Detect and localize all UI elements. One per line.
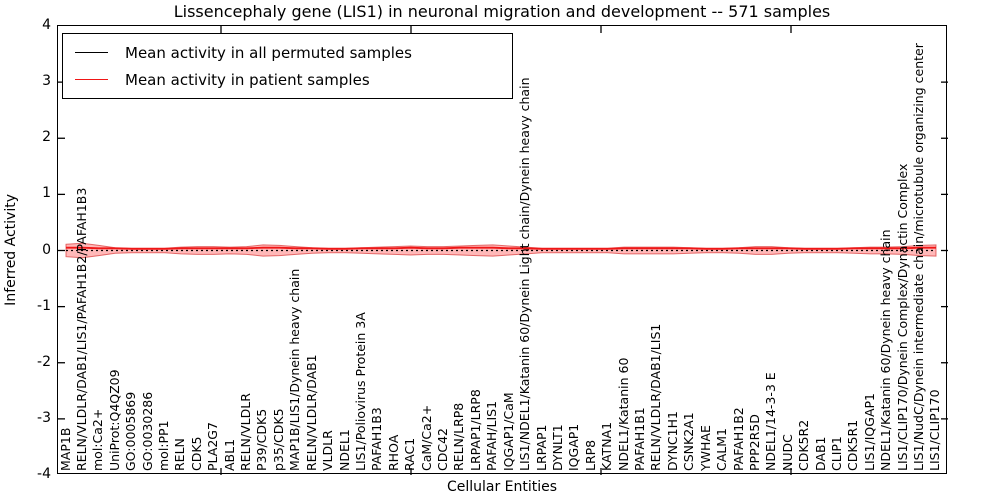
x-category-label: VLDLR	[320, 430, 336, 471]
x-category-label: MAP1B/LIS1/Dynein heavy chain	[287, 268, 303, 471]
x-category-label: UniProt:Q4QZ09	[106, 369, 122, 471]
x-category-label: P39/CDK5	[254, 408, 270, 471]
x-category-label: NDEL1/14-3-3 E	[763, 372, 779, 471]
x-category-label: CDK5	[188, 436, 204, 471]
y-tick-label: 1	[42, 185, 51, 202]
x-category-label: RELN/VLDLR/DAB1/LIS1/PAFAH1B2/PAFAH1B3	[73, 187, 89, 471]
x-category-label: RELN	[172, 438, 188, 471]
x-category-label: LIS1/CLIP170	[927, 389, 943, 471]
x-category-label: CALM1	[714, 428, 730, 471]
legend-label-permuted: Mean activity in all permuted samples	[125, 43, 412, 62]
x-category-label: CSNK2A1	[681, 412, 697, 471]
x-category-label: NDEL1/Katanin 60/Dynein heavy chain	[878, 229, 894, 471]
y-tick-label: 3	[42, 73, 51, 90]
x-category-label: DYNLT1	[549, 424, 565, 471]
x-category-label: IQGAP1	[566, 423, 582, 471]
legend-label-patient: Mean activity in patient samples	[125, 70, 370, 89]
x-category-label: RELN/VLDLR/DAB1	[303, 354, 319, 471]
x-category-label: RELN/VLDLR	[238, 393, 254, 471]
y-tick-label: -3	[37, 409, 51, 426]
x-category-label: LIS1/NudC/Dynein intermediate chain/micr…	[911, 43, 927, 471]
x-category-label: RELN/LRP8	[451, 402, 467, 471]
x-category-label: p35/CDK5	[270, 408, 286, 471]
x-category-label: KATNA1	[599, 421, 615, 471]
permuted-line-swatch	[75, 52, 108, 53]
x-category-label: LIS1/Poliovirus Protein 3A	[352, 312, 368, 471]
x-category-label: MAP1B	[57, 427, 73, 471]
y-tick-label: 2	[42, 129, 51, 146]
patient-line-swatch	[75, 79, 108, 80]
y-tick-label: 4	[42, 17, 51, 33]
x-category-label: PAFAH1B3	[369, 407, 385, 471]
x-category-label: CaM/Ca2+	[418, 404, 434, 471]
x-category-label: RELN/VLDLR/DAB1/LIS1	[648, 323, 664, 471]
x-category-label: LIS1/NDEL1/Katanin 60/Dynein Light chain…	[517, 77, 533, 472]
x-category-label: IQGAP1/CaM	[500, 392, 516, 471]
y-tick-label: -2	[37, 353, 51, 370]
x-category-label: PAFAH/LIS1	[484, 400, 500, 471]
x-category-label: RAC1	[402, 437, 418, 471]
x-category-label: DAB1	[812, 436, 828, 472]
legend-row-patient: Mean activity in patient samples	[75, 71, 512, 89]
x-category-label: GO:0005869	[123, 391, 139, 471]
x-category-label: RHOA	[385, 434, 401, 471]
x-category-label: PAFAH1B2	[730, 407, 746, 471]
legend: Mean activity in all permuted samples Me…	[62, 33, 513, 99]
x-category-label: CDK5R2	[796, 419, 812, 471]
plot-area	[57, 25, 948, 475]
x-category-label: LRP8	[582, 439, 598, 471]
x-category-label: mol:Ca2+	[90, 408, 106, 471]
x-category-label: PAFAH1B1	[632, 407, 648, 471]
legend-row-permuted: Mean activity in all permuted samples	[75, 44, 512, 62]
x-category-label: NDEL1	[336, 429, 352, 471]
x-category-label: NUDC	[779, 434, 795, 471]
x-category-label: ABL1	[221, 438, 237, 471]
x-axis-label: Cellular Entities	[446, 479, 558, 495]
patient-mean-line	[66, 246, 936, 250]
x-category-label: DYNC1H1	[664, 411, 680, 471]
chart-title: Lissencephaly gene (LIS1) in neuronal mi…	[173, 2, 831, 21]
y-tick-label: 0	[42, 241, 51, 258]
x-category-label: PPP2R5D	[746, 414, 762, 471]
x-category-label: YWHAE	[697, 425, 713, 471]
x-category-label: NDEL1/Katanin 60	[615, 357, 631, 471]
x-category-label: LRPAP1/LRP8	[467, 389, 483, 471]
plot-canvas	[58, 26, 948, 475]
x-category-label: LIS1/CLIP170/Dynein Complex/Dynactin Com…	[894, 163, 910, 471]
x-category-label: GO:0030286	[139, 391, 155, 471]
x-category-label: CLIP1	[829, 436, 844, 471]
x-category-label: CDK5R1	[845, 419, 861, 471]
x-category-label: LIS1/IQGAP1	[861, 392, 877, 471]
y-tick-label: -1	[37, 297, 51, 314]
x-category-label: LRPAP1	[533, 424, 549, 471]
x-category-label: CDC42	[435, 428, 451, 471]
x-category-label: PLA2G7	[205, 422, 221, 471]
x-category-label: mol:PP1	[155, 420, 171, 471]
y-tick-label: -4	[37, 466, 51, 482]
